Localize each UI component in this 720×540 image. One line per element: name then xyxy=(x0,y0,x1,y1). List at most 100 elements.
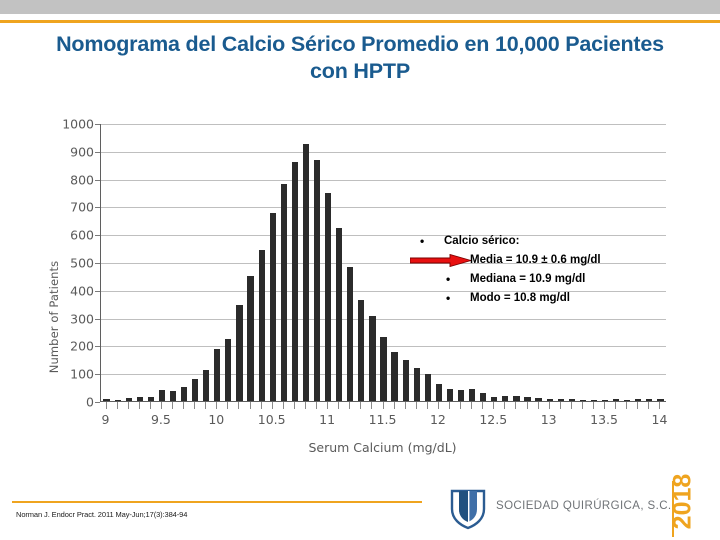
x-axis-tick-label: 9.5 xyxy=(150,412,171,427)
annotation-line: Media = 10.9 ± 0.6 mg/dl xyxy=(409,251,680,270)
top-gray-bar xyxy=(0,0,720,14)
x-axis-tick-label: 13 xyxy=(540,412,557,427)
bar xyxy=(325,193,332,401)
bar xyxy=(657,399,664,401)
y-axis-tick xyxy=(95,263,100,264)
bar xyxy=(402,359,409,401)
gridline xyxy=(101,151,666,153)
annotation-line: • Modo = 10.8 mg/dl xyxy=(410,289,680,308)
y-axis-tick xyxy=(95,402,100,403)
y-axis-tick-label: 600 xyxy=(70,227,94,243)
x-axis-tick xyxy=(293,402,295,409)
x-axis-tick xyxy=(615,402,617,409)
x-axis-tick xyxy=(393,402,395,409)
x-axis-tick xyxy=(537,402,539,409)
x-axis-tick xyxy=(637,402,639,409)
gridline xyxy=(101,207,666,209)
x-axis-tick xyxy=(415,402,417,409)
y-axis-tick-label: 700 xyxy=(70,199,94,215)
bar xyxy=(247,276,254,401)
bar xyxy=(469,389,476,401)
bar xyxy=(114,399,121,401)
bar xyxy=(424,373,431,401)
x-axis-tick-label: 12 xyxy=(429,412,446,427)
bar xyxy=(313,159,321,401)
bar xyxy=(513,396,520,401)
x-axis-tick xyxy=(360,402,362,409)
x-axis-tick xyxy=(216,402,218,409)
bar xyxy=(214,348,221,401)
x-axis-tick xyxy=(227,402,229,409)
bar xyxy=(147,397,154,401)
shield-icon xyxy=(448,488,488,535)
x-axis-tick-label: 11.5 xyxy=(368,412,397,427)
x-axis-tick xyxy=(194,402,196,409)
citation-text: Norman J. Endocr Pract. 2011 May-Jun;17(… xyxy=(16,510,188,519)
annotation-bullet: • xyxy=(446,291,451,305)
y-axis-tick xyxy=(95,207,100,209)
bar xyxy=(491,396,498,401)
bar xyxy=(624,399,631,401)
annotation-text: Calcio sérico: xyxy=(444,235,520,247)
bar xyxy=(336,228,343,401)
x-axis-tick xyxy=(249,402,251,409)
x-axis-tick xyxy=(271,402,273,409)
bar xyxy=(546,398,553,401)
bar xyxy=(613,398,620,401)
bar xyxy=(579,399,586,401)
x-axis-tick xyxy=(659,402,661,409)
annotation-bullet: • xyxy=(420,234,425,248)
page-title: Nomograma del Calcio Sérico Promedio en … xyxy=(56,32,664,83)
x-axis-tick-label: 14 xyxy=(651,412,668,427)
x-axis-tick xyxy=(304,402,306,409)
x-axis-tick xyxy=(371,402,373,409)
bar xyxy=(291,161,298,401)
bar xyxy=(524,397,531,401)
y-axis-tick-label: 1000 xyxy=(62,116,94,132)
y-axis-tick xyxy=(95,290,100,292)
footer-rule xyxy=(12,501,422,503)
x-axis-tick xyxy=(172,402,173,409)
x-axis-tick xyxy=(149,402,151,409)
annotation-text: Modo = 10.8 mg/dl xyxy=(470,292,571,304)
x-axis-tick xyxy=(604,402,606,409)
x-axis-tick xyxy=(260,402,262,409)
bar xyxy=(302,143,310,401)
gridline xyxy=(101,290,666,292)
y-axis-tick-label: 900 xyxy=(70,144,94,160)
x-axis-tick xyxy=(138,402,140,409)
y-axis-tick xyxy=(95,235,100,237)
bar xyxy=(236,304,243,401)
bar xyxy=(136,397,143,401)
bar xyxy=(380,337,387,401)
x-axis-tick xyxy=(282,402,284,409)
bar xyxy=(601,399,609,401)
x-axis-tick xyxy=(349,402,351,409)
y-axis-tick-label: 100 xyxy=(70,366,94,382)
bar xyxy=(369,316,376,401)
bar xyxy=(225,338,232,401)
gridline xyxy=(101,179,666,181)
bar xyxy=(502,396,509,401)
x-axis-tick xyxy=(626,402,628,409)
annotation-bullet: • xyxy=(446,272,451,286)
bar xyxy=(413,367,420,401)
x-axis-tick xyxy=(460,402,462,409)
bar xyxy=(358,300,365,401)
x-axis-tick-label: 10 xyxy=(208,412,225,427)
bar xyxy=(103,398,110,401)
bar xyxy=(646,399,653,401)
y-axis-tick xyxy=(95,179,100,181)
gridline xyxy=(101,263,666,264)
x-axis-tick xyxy=(327,402,329,409)
bar xyxy=(435,383,442,401)
bar xyxy=(457,389,465,401)
x-axis-tick xyxy=(504,402,506,409)
gridline xyxy=(101,124,666,125)
y-axis-tick-label: 400 xyxy=(70,283,94,299)
x-axis-tick xyxy=(648,402,650,409)
bar xyxy=(535,397,542,401)
y-axis-tick xyxy=(95,318,100,320)
x-axis-tick xyxy=(548,402,550,409)
